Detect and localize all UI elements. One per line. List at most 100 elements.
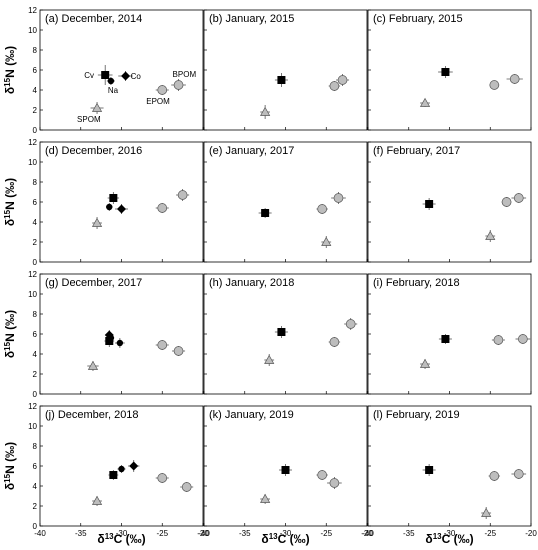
panel-a-annotation-spom: SPOM xyxy=(77,115,101,124)
panel-f-point-gray-circle xyxy=(501,197,512,207)
panel-j-ytick-label: 6 xyxy=(33,462,38,471)
panel-e-point-black-square xyxy=(261,209,270,217)
panel-h-point-gray-circle xyxy=(345,319,356,329)
panel-c-point-gray-circle xyxy=(489,80,500,90)
panel-k-xtick-label: -30 xyxy=(280,529,292,538)
panel-e-point-gray-circle xyxy=(317,204,328,214)
panel-a-point-na xyxy=(107,77,115,85)
panel-j-point-triangle xyxy=(91,495,103,505)
panel-a-title: (a) December, 2014 xyxy=(45,13,142,25)
panel-d-point-black-square xyxy=(109,194,118,202)
panel-i-point-gray-circle xyxy=(493,335,504,345)
panel-d-ytick-label: 0 xyxy=(33,258,38,267)
panel-g-point-gray-circle xyxy=(157,340,168,350)
panel-i-point-black-square xyxy=(441,335,450,343)
panel-k-xtick-label: -20 xyxy=(361,529,373,538)
y-axis-title-row-4: δ15N (‰) xyxy=(3,442,18,490)
panel-a-point-bpom xyxy=(173,80,184,90)
y-axis-title-row-2: δ15N (‰) xyxy=(3,178,18,226)
panel-k-title: (k) January, 2019 xyxy=(209,409,294,421)
panel-a-ytick-label: 0 xyxy=(33,126,38,135)
panel-l-xtick-label: -20 xyxy=(525,529,537,538)
panel-g-point-black-circle xyxy=(116,339,124,347)
panel-h-frame xyxy=(203,273,368,395)
panel-i-title: (i) February, 2018 xyxy=(373,277,460,289)
panel-g-frame xyxy=(39,273,204,395)
panel-a-annotation-na: Na xyxy=(108,86,119,95)
panel-a-annotation-co: Co xyxy=(131,72,142,81)
panel-g-ytick-label: 0 xyxy=(33,390,38,399)
panel-j-xtick-label: -40 xyxy=(34,529,46,538)
panel-h-title: (h) January, 2018 xyxy=(209,277,294,289)
panel-l-frame xyxy=(367,405,532,527)
panel-j-ytick-label: 10 xyxy=(28,422,37,431)
panel-l-xtick-label: -35 xyxy=(403,529,415,538)
panel-h-point-gray-circle xyxy=(329,337,340,347)
panel-b-point-triangle xyxy=(260,106,271,116)
panel-f-point-triangle xyxy=(485,230,496,240)
panel-e-title: (e) January, 2017 xyxy=(209,145,294,157)
panel-a-ytick-label: 4 xyxy=(33,86,38,95)
panel-l-xtick-label: -40 xyxy=(362,529,374,538)
panel-l-xtick-label: -30 xyxy=(444,529,456,538)
panel-g-ytick-label: 10 xyxy=(28,290,37,299)
panel-k-point-gray-circle xyxy=(329,478,340,488)
panel-g-ytick-label: 8 xyxy=(33,310,38,319)
panel-b-point-black-square xyxy=(277,76,286,84)
panel-h-point-black-square xyxy=(277,328,286,336)
panel-j-point-black-diamond xyxy=(129,461,139,471)
panel-b-point-gray-circle xyxy=(337,75,348,85)
panel-j-point-black-square xyxy=(109,471,118,479)
panel-a-annotation-bpom: BPOM xyxy=(173,70,197,79)
panel-d-point-gray-circle xyxy=(177,190,188,200)
panel-j-xtick-label: -30 xyxy=(116,529,128,538)
panel-f-title: (f) February, 2017 xyxy=(373,145,460,157)
panel-d-ytick-label: 8 xyxy=(33,178,38,187)
panel-g-ytick-label: 6 xyxy=(33,330,38,339)
panel-c-point-triangle xyxy=(419,97,431,107)
panel-a-point-epom xyxy=(157,85,168,95)
panel-a-annotation-epom: EPOM xyxy=(146,97,170,106)
panel-a-ytick-label: 12 xyxy=(28,6,37,15)
panel-j-title: (j) December, 2018 xyxy=(45,409,139,421)
panel-g-point-gray-circle xyxy=(173,346,184,356)
panel-d-point-triangle xyxy=(91,217,103,227)
panel-j-ytick-label: 8 xyxy=(33,442,38,451)
panel-j-xtick-label: -20 xyxy=(197,529,209,538)
panel-l-point-gray-circle xyxy=(489,471,500,481)
panel-e-point-triangle xyxy=(321,236,332,246)
panel-a-point-cv xyxy=(101,71,110,79)
panel-i-point-gray-circle xyxy=(517,334,528,344)
panel-l-point-black-square xyxy=(425,466,434,474)
panel-h-point-triangle xyxy=(264,354,275,364)
panel-g-ytick-label: 2 xyxy=(33,370,38,379)
panel-c-title: (c) February, 2015 xyxy=(373,13,463,25)
panel-a-ytick-label: 10 xyxy=(28,26,37,35)
panel-k-point-gray-circle xyxy=(317,470,328,480)
panel-d-frame xyxy=(39,141,204,263)
y-axis-title-row-1: δ15N (‰) xyxy=(3,46,18,94)
panel-k-xtick-label: -25 xyxy=(320,529,332,538)
panel-a-ytick-label: 6 xyxy=(33,66,38,75)
panel-j-point-gray-circle xyxy=(181,482,192,492)
panel-a-point-co xyxy=(121,71,131,81)
panel-g-point-black-square xyxy=(105,337,114,345)
panel-f-point-gray-circle xyxy=(513,193,524,203)
panel-g-point-triangle xyxy=(87,360,99,370)
panel-a-point-spom xyxy=(91,102,103,112)
panel-l-xtick-label: -25 xyxy=(484,529,496,538)
panel-j-xtick-label: -35 xyxy=(75,529,87,538)
y-axis-title-row-3: δ15N (‰) xyxy=(3,310,18,358)
panel-g-ytick-label: 12 xyxy=(28,270,37,279)
panel-k-point-black-square xyxy=(281,466,290,474)
panel-b-point-gray-circle xyxy=(329,81,340,91)
panel-d-ytick-label: 2 xyxy=(33,238,38,247)
panel-d-title: (d) December, 2016 xyxy=(45,145,142,157)
panel-j-ytick-label: 4 xyxy=(33,482,38,491)
panel-d-point-black-diamond xyxy=(117,204,126,214)
panel-l-point-triangle xyxy=(481,507,492,517)
panel-j-ytick-label: 12 xyxy=(28,402,37,411)
panel-d-point-black-circle xyxy=(106,203,113,211)
panel-f-point-black-square xyxy=(425,200,434,208)
